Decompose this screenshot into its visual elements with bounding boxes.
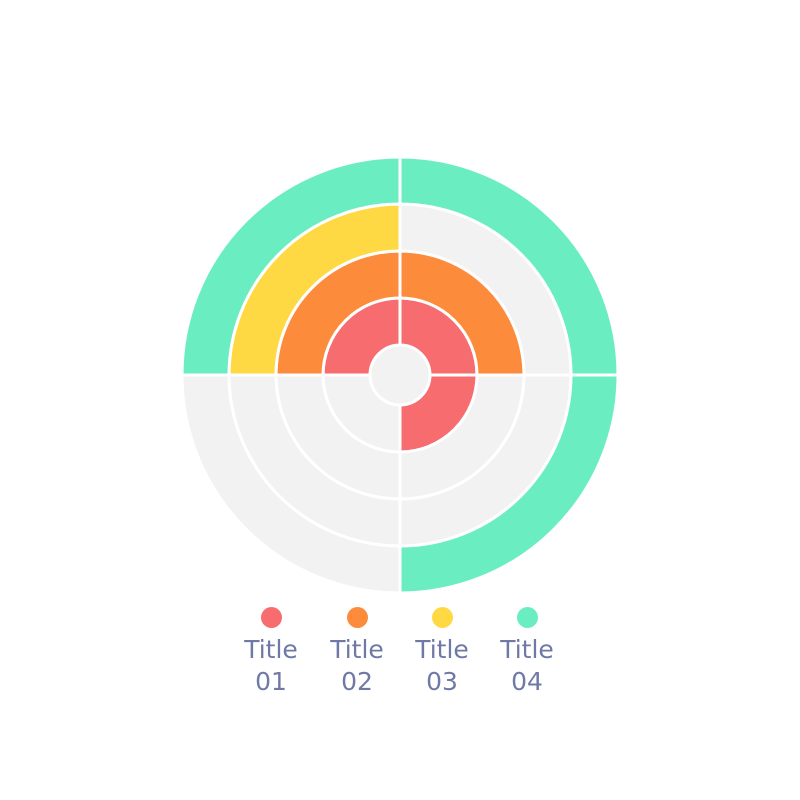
legend-title: Title bbox=[244, 635, 298, 664]
legend: Title 01 Title 02 Title 03 Title 04 bbox=[0, 606, 800, 706]
legend-number: 01 bbox=[255, 667, 287, 696]
legend-title: Title bbox=[415, 635, 469, 664]
legend-number: 02 bbox=[341, 667, 373, 696]
legend-number: 03 bbox=[426, 667, 458, 696]
legend-title: Title bbox=[500, 635, 554, 664]
legend-number: 04 bbox=[511, 667, 543, 696]
legend-item-03: Title 03 bbox=[397, 606, 487, 698]
track-segment-04 bbox=[180, 373, 402, 595]
legend-swatch bbox=[346, 607, 368, 628]
legend-item-02: Title 02 bbox=[312, 606, 402, 698]
legend-swatch bbox=[431, 607, 453, 628]
legend-item-04: Title 04 bbox=[482, 606, 572, 698]
legend-swatch bbox=[260, 607, 282, 628]
center-hole bbox=[371, 346, 429, 404]
legend-item-01: Title 01 bbox=[226, 606, 316, 698]
legend-title: Title bbox=[330, 635, 384, 664]
legend-swatch bbox=[516, 607, 538, 628]
